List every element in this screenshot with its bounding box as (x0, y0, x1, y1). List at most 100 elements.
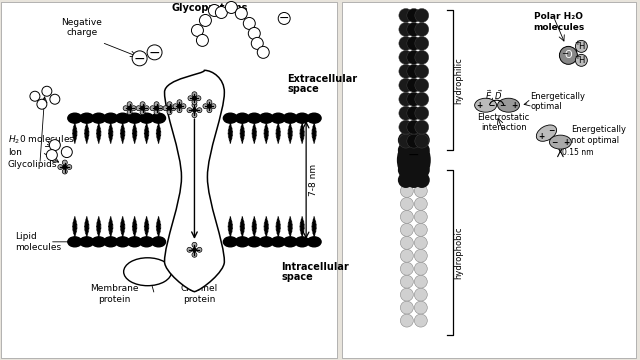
Circle shape (49, 140, 60, 150)
Circle shape (407, 92, 421, 106)
Ellipse shape (127, 113, 141, 123)
Text: −: − (561, 49, 568, 58)
Circle shape (147, 45, 162, 60)
Text: −: − (551, 138, 557, 147)
Circle shape (192, 92, 197, 97)
Text: Channel
protein: Channel protein (181, 284, 218, 303)
Text: $\vec{E},\vec{D}$: $\vec{E},\vec{D}$ (484, 88, 502, 103)
Circle shape (414, 132, 430, 148)
Circle shape (216, 6, 227, 18)
Ellipse shape (127, 237, 141, 247)
Circle shape (401, 171, 413, 184)
Circle shape (192, 108, 197, 113)
Circle shape (399, 78, 413, 92)
Circle shape (123, 106, 128, 111)
Ellipse shape (104, 113, 118, 123)
Text: Electrostatic
interaction: Electrostatic interaction (477, 113, 530, 132)
Circle shape (67, 165, 72, 170)
Text: +: + (575, 54, 580, 60)
Circle shape (140, 110, 145, 115)
Circle shape (236, 8, 247, 19)
Text: H: H (578, 42, 584, 51)
Ellipse shape (307, 113, 321, 123)
Ellipse shape (116, 237, 130, 247)
Circle shape (171, 106, 176, 111)
Circle shape (575, 54, 588, 66)
Ellipse shape (92, 113, 106, 123)
Circle shape (248, 27, 260, 39)
Circle shape (406, 152, 422, 168)
Text: H: H (578, 56, 584, 65)
Ellipse shape (271, 237, 285, 247)
Circle shape (252, 37, 263, 49)
Circle shape (414, 223, 428, 237)
Circle shape (398, 162, 414, 178)
Circle shape (192, 242, 197, 247)
Circle shape (398, 132, 414, 148)
Text: Glycoproteins: Glycoproteins (172, 3, 248, 13)
Circle shape (163, 106, 168, 111)
Circle shape (136, 106, 141, 111)
Text: Ion: Ion (8, 148, 22, 157)
Ellipse shape (295, 113, 309, 123)
Ellipse shape (475, 98, 497, 112)
Text: −: − (499, 101, 506, 110)
Circle shape (177, 104, 182, 109)
Circle shape (415, 120, 429, 134)
Text: −: − (134, 51, 145, 66)
Circle shape (401, 249, 413, 262)
Ellipse shape (68, 113, 82, 123)
Circle shape (398, 172, 414, 188)
Text: +: + (476, 101, 483, 110)
Circle shape (401, 158, 413, 171)
Circle shape (414, 172, 430, 188)
Text: Energetically
not optimal: Energetically not optimal (572, 125, 627, 145)
Circle shape (167, 102, 172, 107)
Circle shape (140, 106, 145, 111)
Circle shape (399, 120, 413, 134)
Circle shape (191, 24, 204, 36)
Text: hydrophobic: hydrophobic (454, 226, 464, 279)
Circle shape (209, 4, 220, 17)
Circle shape (192, 103, 197, 108)
Ellipse shape (80, 237, 93, 247)
Circle shape (207, 104, 212, 109)
Circle shape (414, 142, 430, 158)
Circle shape (415, 36, 429, 50)
Circle shape (173, 104, 178, 109)
Text: +: + (511, 101, 518, 110)
Circle shape (154, 102, 159, 107)
Ellipse shape (80, 113, 93, 123)
Circle shape (192, 96, 197, 101)
Circle shape (192, 252, 197, 257)
Text: −: − (148, 45, 161, 59)
Text: Extracellular: Extracellular (287, 74, 357, 84)
Circle shape (50, 94, 60, 104)
Circle shape (158, 106, 163, 111)
Ellipse shape (236, 113, 250, 123)
Circle shape (415, 22, 429, 36)
Text: −: − (279, 12, 289, 25)
Ellipse shape (92, 237, 106, 247)
Circle shape (144, 106, 149, 111)
Ellipse shape (536, 125, 557, 141)
Text: Glycolipids: Glycolipids (8, 159, 58, 168)
Circle shape (414, 152, 430, 168)
Circle shape (414, 158, 428, 171)
Circle shape (37, 99, 47, 109)
Circle shape (401, 223, 413, 237)
Text: O: O (564, 50, 572, 60)
Circle shape (192, 113, 197, 118)
Text: $H_2$0 molecules: $H_2$0 molecules (8, 134, 75, 147)
Circle shape (401, 210, 413, 223)
Circle shape (399, 22, 413, 36)
Circle shape (407, 120, 421, 134)
Text: space: space (281, 272, 313, 282)
Circle shape (414, 184, 428, 197)
Circle shape (575, 40, 588, 52)
Text: −: − (488, 101, 495, 110)
Circle shape (406, 142, 422, 158)
Circle shape (414, 314, 428, 327)
Text: +: + (563, 138, 570, 147)
Circle shape (414, 171, 428, 184)
